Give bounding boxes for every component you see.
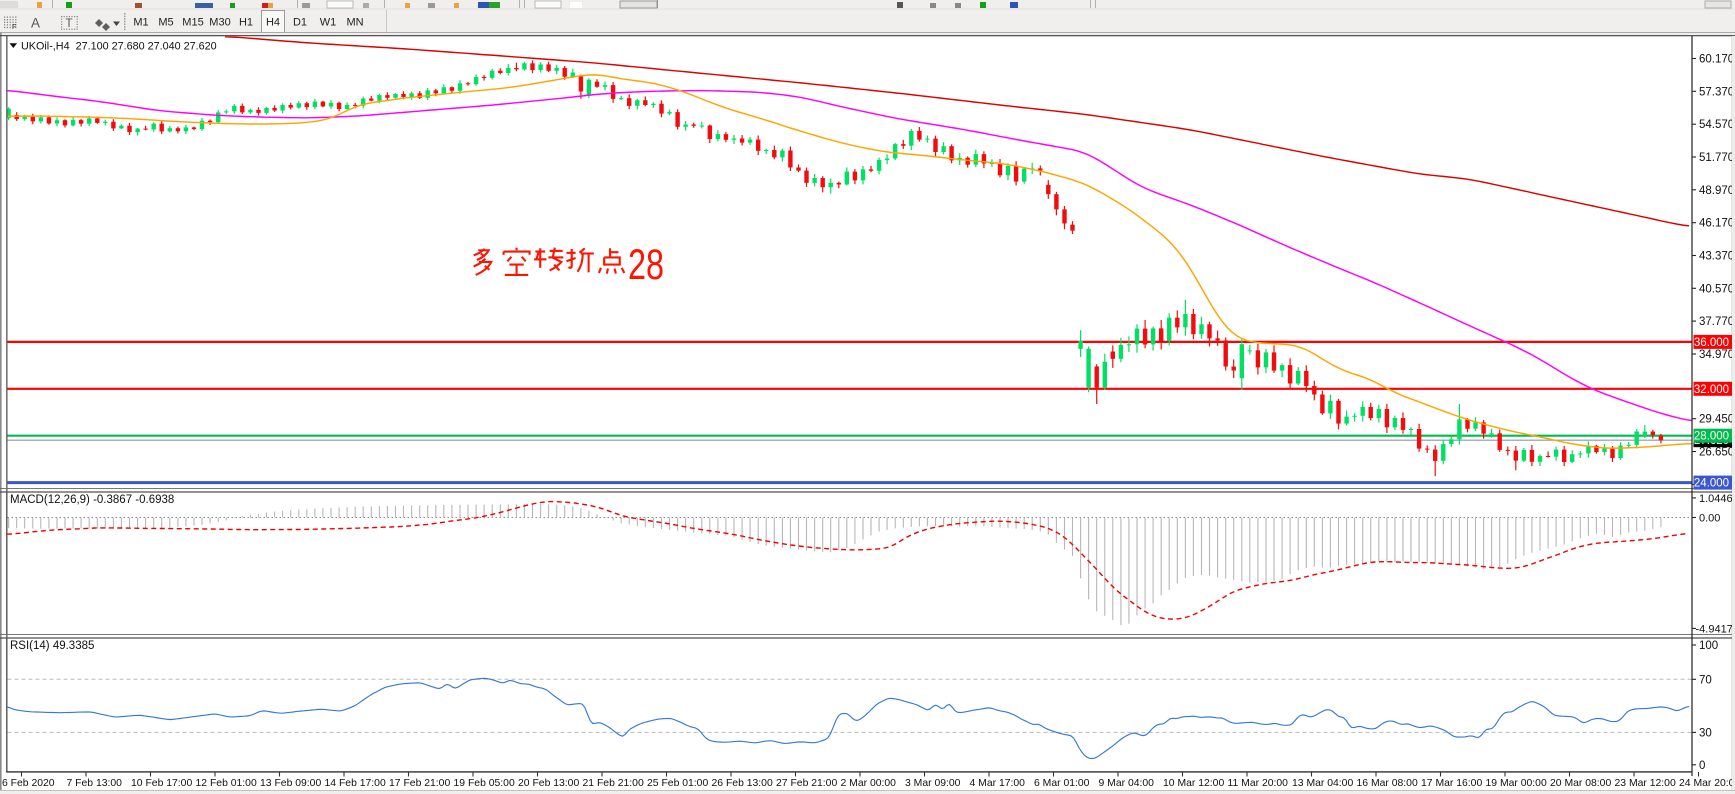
svg-text:25 Feb 01:00: 25 Feb 01:00 bbox=[647, 778, 708, 789]
svg-text:1.0446: 1.0446 bbox=[1699, 493, 1733, 505]
svg-text:36.000: 36.000 bbox=[1694, 337, 1729, 349]
svg-text:13 Feb 09:00: 13 Feb 09:00 bbox=[260, 778, 321, 789]
svg-text:100: 100 bbox=[1699, 640, 1718, 652]
svg-text:24.000: 24.000 bbox=[1694, 478, 1729, 490]
svg-text:2 Mar 00:00: 2 Mar 00:00 bbox=[841, 778, 897, 789]
svg-text:60.170: 60.170 bbox=[1699, 54, 1734, 66]
svg-text:A: A bbox=[31, 16, 40, 31]
svg-text:0.00: 0.00 bbox=[1699, 513, 1720, 525]
svg-text:17 Mar 16:00: 17 Mar 16:00 bbox=[1421, 778, 1482, 789]
svg-text:D1: D1 bbox=[293, 17, 307, 29]
svg-text:21 Feb 21:00: 21 Feb 21:00 bbox=[583, 778, 644, 789]
svg-text:3 Mar 09:00: 3 Mar 09:00 bbox=[905, 778, 961, 789]
svg-text:57.370: 57.370 bbox=[1699, 86, 1734, 98]
svg-text:4 Mar 17:00: 4 Mar 17:00 bbox=[970, 778, 1026, 789]
svg-text:UKOil-,H4 27.100 27.680 27.04: UKOil-,H4 27.100 27.680 27.040 27.620 bbox=[21, 41, 217, 53]
svg-text:9 Mar 04:00: 9 Mar 04:00 bbox=[1099, 778, 1155, 789]
svg-text:32.000: 32.000 bbox=[1694, 384, 1729, 396]
svg-text:43.370: 43.370 bbox=[1699, 251, 1734, 263]
svg-text:30: 30 bbox=[1699, 727, 1712, 739]
svg-text:H4: H4 bbox=[266, 17, 280, 29]
svg-text:W1: W1 bbox=[320, 17, 337, 29]
svg-text:48.970: 48.970 bbox=[1699, 185, 1734, 197]
svg-text:13 Mar 04:00: 13 Mar 04:00 bbox=[1292, 778, 1353, 789]
svg-text:14 Feb 17:00: 14 Feb 17:00 bbox=[325, 778, 386, 789]
svg-text:M15: M15 bbox=[182, 17, 203, 29]
svg-text:M5: M5 bbox=[158, 17, 173, 29]
svg-text:0: 0 bbox=[1699, 760, 1705, 772]
svg-text:MACD(12,26,9) -0.3867 -0.6938: MACD(12,26,9) -0.3867 -0.6938 bbox=[10, 494, 174, 506]
svg-text:M1: M1 bbox=[133, 17, 148, 29]
svg-text:16 Mar 08:00: 16 Mar 08:00 bbox=[1357, 778, 1418, 789]
svg-text:7 Feb 13:00: 7 Feb 13:00 bbox=[67, 778, 123, 789]
svg-text:28.000: 28.000 bbox=[1694, 431, 1729, 443]
svg-text:MN: MN bbox=[346, 17, 363, 29]
svg-text:F: F bbox=[12, 24, 16, 31]
svg-text:12 Feb 01:00: 12 Feb 01:00 bbox=[196, 778, 257, 789]
svg-text:10 Feb 17:00: 10 Feb 17:00 bbox=[131, 778, 192, 789]
svg-text:26 Feb 13:00: 26 Feb 13:00 bbox=[712, 778, 773, 789]
svg-text:19 Mar 00:00: 19 Mar 00:00 bbox=[1486, 778, 1547, 789]
svg-text:26.650: 26.650 bbox=[1699, 447, 1734, 459]
svg-text:H1: H1 bbox=[239, 17, 253, 29]
svg-text:11 Mar 20:00: 11 Mar 20:00 bbox=[1228, 778, 1289, 789]
svg-text:10 Mar 12:00: 10 Mar 12:00 bbox=[1163, 778, 1224, 789]
svg-text:RSI(14) 49.3385: RSI(14) 49.3385 bbox=[10, 640, 94, 652]
svg-text:28: 28 bbox=[628, 242, 664, 289]
svg-text:23 Mar 12:00: 23 Mar 12:00 bbox=[1615, 778, 1676, 789]
svg-text:20 Feb 13:00: 20 Feb 13:00 bbox=[518, 778, 579, 789]
svg-text:34.970: 34.970 bbox=[1699, 349, 1734, 361]
svg-text:T: T bbox=[66, 18, 73, 30]
svg-text:17 Feb 21:00: 17 Feb 21:00 bbox=[389, 778, 450, 789]
svg-text:27 Feb 21:00: 27 Feb 21:00 bbox=[776, 778, 837, 789]
svg-text:M30: M30 bbox=[209, 17, 230, 29]
svg-text:20 Mar 08:00: 20 Mar 08:00 bbox=[1550, 778, 1611, 789]
svg-text:-4.9417: -4.9417 bbox=[1696, 623, 1733, 635]
svg-text:70: 70 bbox=[1699, 674, 1712, 686]
svg-text:51.770: 51.770 bbox=[1699, 152, 1734, 164]
svg-text:6 Mar 01:00: 6 Mar 01:00 bbox=[1034, 778, 1090, 789]
svg-text:19 Feb 05:00: 19 Feb 05:00 bbox=[454, 778, 515, 789]
svg-text:54.570: 54.570 bbox=[1699, 119, 1734, 131]
svg-text:46.170: 46.170 bbox=[1699, 218, 1734, 230]
svg-text:24 Mar 20:00: 24 Mar 20:00 bbox=[1679, 778, 1735, 789]
svg-text:40.570: 40.570 bbox=[1699, 283, 1734, 295]
svg-text:37.770: 37.770 bbox=[1699, 316, 1734, 328]
svg-text:29.450: 29.450 bbox=[1699, 414, 1734, 426]
svg-text:6 Feb 2020: 6 Feb 2020 bbox=[2, 778, 55, 789]
